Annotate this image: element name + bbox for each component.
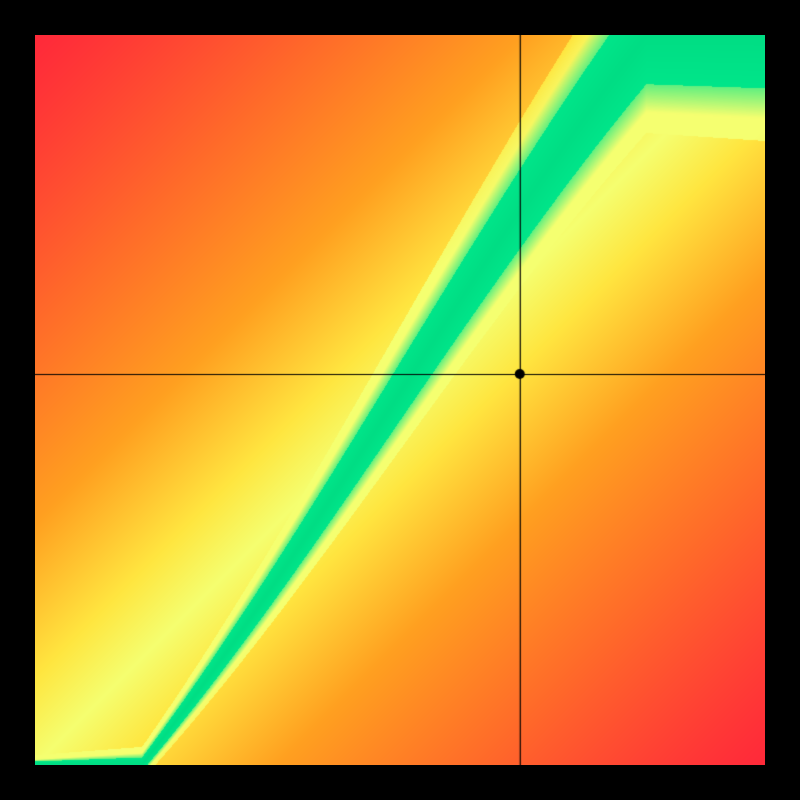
bottleneck-heatmap xyxy=(35,35,765,765)
watermark-text: TheBottleneck.com xyxy=(561,8,764,34)
chart-container: TheBottleneck.com xyxy=(0,0,800,800)
